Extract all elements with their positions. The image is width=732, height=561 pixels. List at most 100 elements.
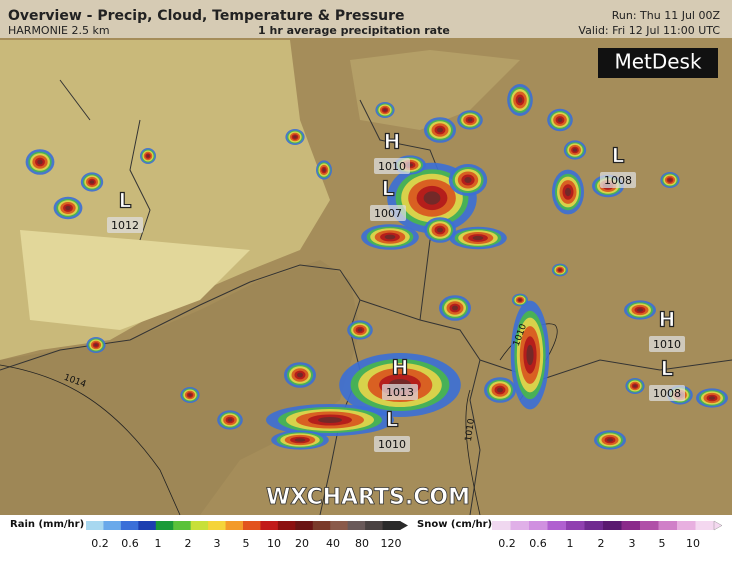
precip-ring bbox=[497, 387, 503, 393]
snow-tick-label: 0.6 bbox=[529, 537, 547, 550]
precip-cell bbox=[448, 164, 488, 196]
precip-cell bbox=[284, 362, 316, 388]
rain-color bbox=[330, 521, 349, 530]
snow-tick-label: 1 bbox=[567, 537, 574, 550]
pressure-value: 1007 bbox=[374, 207, 402, 220]
rain-color bbox=[225, 521, 244, 530]
snow-legend-title: Snow (cm/hr) bbox=[417, 519, 492, 530]
snow-tick-label: 5 bbox=[659, 537, 666, 550]
precip-ring bbox=[384, 234, 396, 240]
rain-legend-title: Rain (mm/hr) bbox=[10, 519, 84, 530]
snow-color bbox=[621, 521, 641, 530]
precip-cell bbox=[624, 300, 656, 320]
rain-color bbox=[347, 521, 366, 530]
precip-ring bbox=[558, 268, 562, 272]
snow-tick-label: 0.2 bbox=[498, 537, 516, 550]
rain-color bbox=[138, 521, 157, 530]
snow-color bbox=[603, 521, 622, 530]
pressure-value: 1013 bbox=[386, 386, 414, 399]
precip-ring bbox=[65, 205, 71, 211]
header-bg bbox=[0, 0, 732, 38]
isobar-label: 1010 bbox=[464, 418, 477, 442]
precip-cell bbox=[53, 196, 83, 220]
pressure-value-bg bbox=[107, 217, 143, 233]
precip-cell bbox=[217, 410, 243, 430]
precip-cell bbox=[507, 84, 533, 116]
snow-tick-label: 10 bbox=[686, 537, 700, 550]
rain-color bbox=[260, 521, 279, 530]
rain-color bbox=[155, 521, 174, 530]
precip-ring bbox=[467, 118, 473, 122]
pressure-symbol: L bbox=[612, 144, 625, 168]
borders bbox=[0, 79, 732, 516]
rain-arrow bbox=[400, 521, 408, 530]
precip-cell bbox=[512, 293, 528, 307]
precip-ring bbox=[572, 148, 578, 152]
pressure-symbol: L bbox=[386, 408, 399, 432]
precip-ring bbox=[464, 177, 472, 183]
precip-cell bbox=[484, 377, 516, 403]
precip-ring bbox=[37, 159, 43, 165]
pressure-symbol: L bbox=[661, 357, 674, 381]
precip-cell bbox=[25, 149, 55, 175]
precip-cell bbox=[552, 263, 568, 277]
snow-color bbox=[640, 521, 659, 530]
run-time: Run: Thu 11 Jul 00Z bbox=[612, 9, 721, 22]
precip-ring bbox=[565, 187, 571, 197]
pressure-value-bg bbox=[649, 336, 685, 352]
precip-ring bbox=[607, 438, 613, 442]
precip-cell bbox=[439, 295, 471, 321]
pressure-value: 1008 bbox=[653, 387, 681, 400]
rain-color bbox=[208, 521, 227, 530]
precip-cell bbox=[510, 300, 550, 410]
precip-cell bbox=[285, 129, 305, 145]
snow-arrow bbox=[713, 520, 723, 531]
precip-cell bbox=[347, 320, 373, 340]
snow-color bbox=[510, 521, 530, 530]
logo: MetDesk bbox=[614, 50, 702, 74]
snow-color bbox=[566, 521, 585, 530]
precip-cell bbox=[316, 160, 332, 180]
precip-cell bbox=[361, 224, 419, 250]
rain-color bbox=[190, 521, 209, 530]
precip-ring bbox=[383, 108, 387, 112]
rain-tick-label: 40 bbox=[326, 537, 340, 550]
precip-ring bbox=[293, 135, 297, 139]
rain-tick-label: 0.2 bbox=[91, 537, 109, 550]
precip-cell bbox=[375, 102, 395, 118]
pressure-symbol: H bbox=[384, 130, 401, 154]
precip-cell bbox=[424, 117, 456, 143]
precip-ring bbox=[423, 191, 441, 205]
rain-color bbox=[365, 521, 384, 530]
precip-cell bbox=[547, 108, 573, 132]
precip-ring bbox=[437, 127, 443, 133]
precip-ring bbox=[633, 384, 637, 388]
sea-clear bbox=[20, 230, 250, 330]
precip-cell bbox=[563, 140, 587, 160]
rain-tick-label: 0.6 bbox=[121, 537, 139, 550]
model: HARMONIE 2.5 km bbox=[8, 24, 110, 37]
precip-ring bbox=[526, 344, 534, 366]
rain-tick-label: 2 bbox=[185, 537, 192, 550]
pressure-symbol: L bbox=[119, 189, 132, 213]
pressure-value: 1010 bbox=[653, 338, 681, 351]
rain-tick-label: 10 bbox=[267, 537, 281, 550]
rain-color bbox=[382, 521, 401, 530]
rain-tick-label: 20 bbox=[295, 537, 309, 550]
land-shade bbox=[0, 260, 360, 515]
pressure-symbol: L bbox=[382, 177, 395, 201]
precip-cell bbox=[140, 148, 156, 164]
snow-tick-label: 3 bbox=[629, 537, 636, 550]
precip-cell bbox=[696, 388, 728, 408]
precip-cell bbox=[266, 404, 394, 436]
precip-ring bbox=[297, 372, 303, 378]
pressure-value: 1008 bbox=[604, 174, 632, 187]
rain-tick-label: 3 bbox=[214, 537, 221, 550]
snow-color bbox=[529, 521, 548, 530]
rain-color bbox=[103, 521, 122, 530]
precip-ring bbox=[146, 154, 150, 158]
precip-cell bbox=[552, 169, 584, 215]
precip-cell bbox=[449, 226, 507, 250]
watermark: WXCHARTS.COM bbox=[266, 485, 470, 510]
